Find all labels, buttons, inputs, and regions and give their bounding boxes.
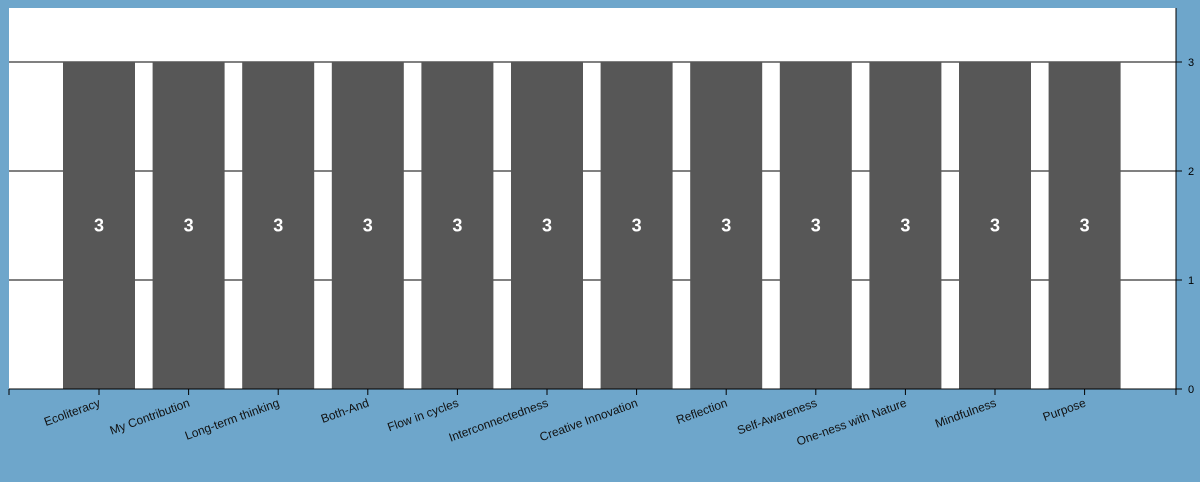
y-tick-label: 0: [1188, 384, 1194, 396]
axes: [9, 8, 1177, 390]
x-tick-label: Reflection: [674, 396, 729, 427]
y-axis-ticks: 0 1 2 3: [1176, 57, 1194, 396]
bar: [63, 62, 135, 389]
y-tick-label: 2: [1188, 166, 1194, 178]
x-tick-label: Interconnectedness: [447, 396, 550, 445]
bar-value-label: 3: [363, 216, 373, 236]
bar-value-label: 3: [632, 216, 642, 236]
bar-value-label: 3: [811, 216, 821, 236]
y-tick-label: 3: [1188, 57, 1194, 69]
x-tick-label: Ecoliteracy: [42, 396, 102, 429]
bar-value-label: 3: [542, 216, 552, 236]
bar: [779, 62, 852, 389]
bar: [511, 62, 583, 389]
x-tick-label: Long-term thinking: [183, 396, 281, 443]
x-tick-label: Purpose: [1041, 396, 1088, 425]
bar-value-label: 3: [452, 216, 462, 236]
bar: [331, 62, 404, 389]
x-tick-label: Mindfulness: [933, 396, 998, 431]
bar-value-label: 3: [273, 216, 283, 236]
bar-value-label: 3: [1080, 216, 1090, 236]
x-tick-label: Flow in cycles: [385, 396, 460, 435]
x-tick-label: Creative Innovation: [538, 396, 640, 445]
bar: [690, 62, 763, 389]
bar: [600, 62, 673, 389]
bar-value-label: 3: [721, 216, 731, 236]
bar: [869, 62, 942, 389]
bar: [242, 62, 315, 389]
bars: [63, 62, 1121, 389]
bar-value-label: 3: [94, 216, 104, 236]
bar: [1048, 62, 1121, 389]
bar: [421, 62, 494, 389]
data-labels: 3 3 3 3 3 3 3 3 3 3 3 3: [94, 216, 1090, 236]
x-tick-label: Both-And: [319, 396, 371, 426]
bar-value-label: 3: [184, 216, 194, 236]
bar-value-label: 3: [900, 216, 910, 236]
bar: [959, 62, 1031, 389]
bar-value-label: 3: [990, 216, 1000, 236]
bar: [152, 62, 225, 389]
x-tick-label: My Contribution: [108, 396, 192, 438]
y-tick-label: 1: [1188, 275, 1194, 287]
